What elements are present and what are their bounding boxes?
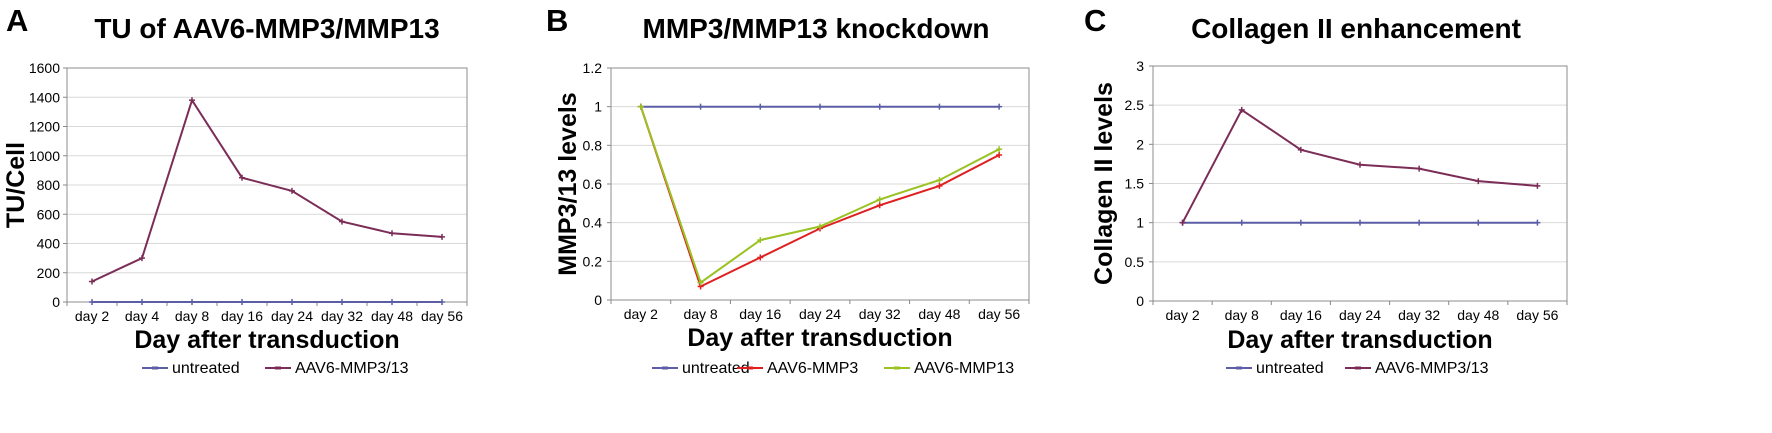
x-axis-label: Day after transduction: [687, 324, 952, 352]
x-tick-label: day 16: [221, 308, 263, 324]
x-axis-label: Day after transduction: [1227, 326, 1492, 354]
plot-area: [610, 67, 1030, 301]
series-line-aav6-mmp3-13: [91, 97, 443, 283]
x-tick-label: day 56: [421, 308, 463, 324]
y-tick-label: 400: [37, 236, 61, 252]
legend-label: AAV6-MMP3/13: [295, 360, 409, 377]
y-tick-label: 1400: [29, 89, 60, 105]
x-tick-label: day 56: [978, 306, 1020, 322]
y-tick-label: 0: [594, 292, 602, 308]
legend-label: untreated: [172, 360, 240, 377]
y-tick-label: 2.5: [1125, 97, 1145, 113]
x-tick-label: day 24: [1339, 307, 1381, 323]
y-tick-label: 3: [1136, 58, 1144, 74]
x-tick-label: day 16: [739, 306, 781, 322]
series-line-aav6-mmp3: [639, 106, 1000, 288]
x-tick-label: day 32: [321, 308, 363, 324]
x-tick-label: day 48: [918, 306, 960, 322]
x-axis-label: Day after transduction: [134, 326, 399, 354]
plot-area: [1152, 65, 1568, 302]
y-tick-label: 0: [52, 294, 60, 310]
y-tick-label: 1.5: [1125, 176, 1145, 192]
x-tick-label: day 48: [371, 308, 413, 324]
x-tick-label: day 24: [799, 306, 841, 322]
legend-label: AAV6-MMP3/13: [1375, 360, 1489, 377]
chart-panel-c: C Collagen II enhancement 0 0.5 1 1.5 2 2.5 3 day…: [1084, 3, 1568, 377]
y-tick-label: 1600: [29, 60, 60, 76]
x-tick-label: day 56: [1516, 307, 1558, 323]
legend-label: untreated: [682, 360, 750, 377]
x-tick-label: day 8: [175, 308, 209, 324]
y-tick-label: 1200: [29, 119, 60, 135]
y-tick-label: 1000: [29, 148, 60, 164]
x-tick-label: day 24: [271, 308, 313, 324]
y-tick-label: 1: [594, 99, 602, 115]
x-tick-label: day 48: [1457, 307, 1499, 323]
y-tick-label: 1: [1136, 215, 1144, 231]
y-tick-label: 2: [1136, 136, 1144, 152]
y-tick-label: 600: [37, 206, 61, 222]
x-tick-label: day 2: [75, 308, 109, 324]
x-tick-label: day 8: [683, 306, 717, 322]
legend-label: AAV6-MMP3: [767, 360, 858, 377]
series-line-aav6-mmp13: [639, 106, 1000, 285]
y-tick-label: 800: [37, 177, 61, 193]
legend-label: AAV6-MMP13: [914, 360, 1014, 377]
y-tick-label: 0.6: [583, 176, 603, 192]
legend: untreated AAV6-MMP3 AAV6-MMP13: [652, 360, 1014, 377]
x-tick-label: day 8: [1225, 307, 1259, 323]
panel-label: B: [546, 3, 568, 38]
y-tick-label: 1.2: [583, 60, 603, 76]
chart-title: Collagen II enhancement: [1191, 13, 1521, 44]
chart-title: MMP3/MMP13 knockdown: [643, 13, 990, 44]
y-tick-label: 0: [1136, 293, 1144, 309]
x-tick-label: day 32: [1398, 307, 1440, 323]
chart-title: TU of AAV6-MMP3/MMP13: [94, 13, 439, 44]
chart-panel-b: B MMP3/MMP13 knockdown 0 0.2 0.4 0.6 0.8 1 1.2 da…: [546, 3, 1030, 377]
panel-label: A: [6, 3, 28, 38]
y-tick-label: 0.8: [583, 137, 603, 153]
legend: untreated AAV6-MMP3/13: [142, 360, 409, 377]
y-axis-label: MMP3/13 levels: [554, 92, 582, 275]
y-axis-label: TU/Cell: [2, 142, 30, 228]
x-tick-label: day 2: [624, 306, 658, 322]
y-axis-label: Collagen II levels: [1090, 82, 1118, 285]
y-tick-label: 0.4: [583, 215, 603, 231]
legend: untreated AAV6-MMP3/13: [1226, 360, 1489, 377]
panel-label: C: [1084, 3, 1106, 38]
x-tick-label: day 2: [1165, 307, 1199, 323]
y-tick-label: 0.2: [583, 253, 603, 269]
x-tick-label: day 16: [1280, 307, 1322, 323]
chart-panel-a: A TU of AAV6-MMP3/MMP13 0 200 400 600 800 1000 1…: [2, 3, 468, 377]
y-tick-label: 200: [37, 265, 61, 281]
x-tick-label: day 32: [859, 306, 901, 322]
y-tick-label: 0.5: [1125, 254, 1145, 270]
legend-label: untreated: [1256, 360, 1324, 377]
x-tick-label: day 4: [125, 308, 159, 324]
